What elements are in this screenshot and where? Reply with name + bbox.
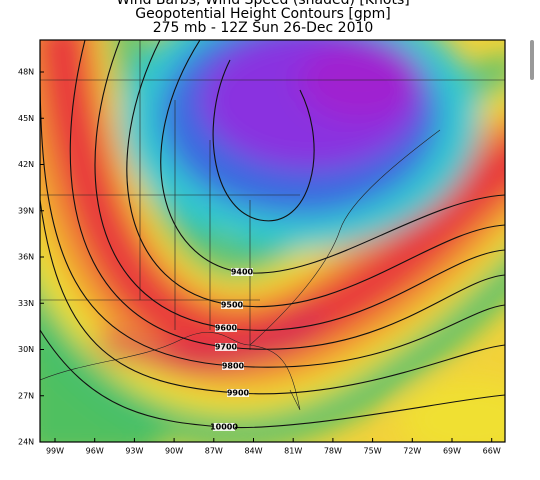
lat-label: 42N [18,160,34,169]
lon-label: 72W [403,447,421,456]
title-line: 275 mb - 12Z Sun 26-Dec 2010 [153,20,374,36]
wind-shading [40,40,505,442]
state-outlines [40,40,505,411]
contour-label: 9700 [215,343,238,352]
contour-label-bg [231,268,253,276]
contour-label-bg [227,389,249,397]
lon-label: 75W [364,447,382,456]
contour-label: 9900 [227,389,250,398]
lon-label: 81W [284,447,302,456]
contour-label: 9500 [221,301,244,310]
lat-label: 36N [18,253,34,262]
lon-label: 90W [165,447,183,456]
lat-label: 48N [18,68,34,77]
contour-label: 10000 [210,423,238,432]
lon-label: 84W [244,447,262,456]
lon-label: 96W [86,447,104,456]
lat-label: 30N [18,345,34,354]
lon-label: 93W [125,447,143,456]
lat-label: 24N [18,438,34,447]
contour-label: 9600 [215,324,238,333]
lon-label: 69W [443,447,461,456]
lon-label: 87W [205,447,223,456]
contour-label-bg [215,324,237,332]
contour-label-bg [213,423,235,431]
map-frame [39,39,506,443]
lon-label: 78W [324,447,342,456]
contour-label-bg [215,343,237,351]
lat-label: 27N [18,391,34,400]
lon-label: 66W [483,447,501,456]
contour-label: 9800 [222,362,245,371]
map-axes: 48N 45N 42N 39N 36N 33N 30N 27N 24N 99W 96W 93W 90W 8… [18,68,501,456]
contour-label-bg [222,362,244,370]
title-block: Wind Barbs, Wind Speed (shaded) [Knots]G… [116,0,409,36]
lat-label: 45N [18,114,34,123]
lat-label: 39N [18,206,34,215]
title-line: Geopotential Height Contours [gpm] [135,6,390,22]
contour-labels: 9400 9500 9600 9700 9800 9900 10000 [210,268,253,432]
lon-label: 99W [46,447,64,456]
lat-label: 33N [18,299,34,308]
scrollbar [530,40,534,80]
title-line: Wind Barbs, Wind Speed (shaded) [Knots] [116,0,409,8]
contour-label: 9400 [231,268,254,277]
contour-label-bg [221,301,243,309]
map-field: 9400 9500 9600 9700 9800 9900 10000 [40,40,505,442]
